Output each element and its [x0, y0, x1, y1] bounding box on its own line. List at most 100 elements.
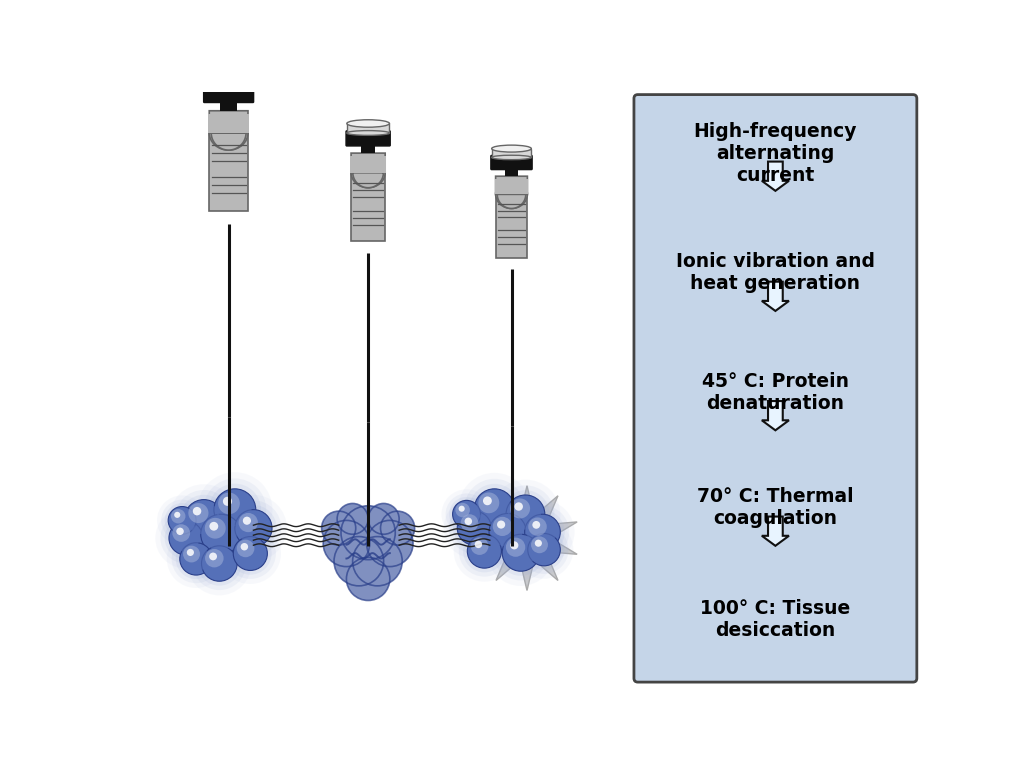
- Circle shape: [506, 538, 525, 557]
- Circle shape: [477, 491, 510, 525]
- Circle shape: [216, 491, 252, 526]
- Polygon shape: [762, 281, 789, 311]
- Circle shape: [479, 492, 499, 513]
- Circle shape: [470, 484, 520, 534]
- Circle shape: [532, 521, 540, 529]
- Ellipse shape: [205, 85, 253, 91]
- Circle shape: [525, 514, 561, 550]
- Polygon shape: [477, 486, 577, 591]
- Circle shape: [483, 497, 492, 505]
- Circle shape: [506, 495, 545, 534]
- Polygon shape: [762, 517, 789, 546]
- Circle shape: [192, 537, 247, 590]
- Circle shape: [335, 537, 384, 586]
- Circle shape: [165, 503, 199, 538]
- Circle shape: [381, 511, 414, 545]
- Circle shape: [176, 528, 184, 535]
- Bar: [209, 114, 249, 133]
- Circle shape: [510, 541, 519, 549]
- Polygon shape: [495, 176, 528, 208]
- Circle shape: [171, 509, 185, 524]
- Text: High-frequency
alternating
current: High-frequency alternating current: [694, 122, 857, 185]
- Bar: [504, 169, 519, 176]
- Circle shape: [214, 489, 256, 531]
- Circle shape: [223, 497, 232, 506]
- Circle shape: [210, 522, 218, 531]
- Circle shape: [504, 536, 536, 568]
- Circle shape: [524, 529, 565, 570]
- Circle shape: [464, 479, 525, 539]
- Circle shape: [474, 498, 541, 565]
- Circle shape: [201, 514, 241, 554]
- Circle shape: [516, 505, 569, 558]
- Circle shape: [469, 536, 498, 564]
- Ellipse shape: [347, 120, 390, 127]
- Circle shape: [535, 540, 542, 547]
- Bar: [350, 155, 386, 172]
- Circle shape: [366, 521, 413, 567]
- Circle shape: [480, 504, 535, 560]
- Circle shape: [157, 495, 208, 545]
- Circle shape: [489, 514, 526, 551]
- Circle shape: [353, 537, 402, 586]
- Circle shape: [220, 523, 281, 584]
- Circle shape: [496, 485, 554, 543]
- Circle shape: [170, 508, 193, 531]
- Circle shape: [463, 530, 505, 572]
- Polygon shape: [351, 153, 386, 188]
- Circle shape: [184, 500, 223, 538]
- Circle shape: [493, 517, 513, 536]
- FancyBboxPatch shape: [351, 172, 386, 241]
- FancyBboxPatch shape: [491, 155, 532, 170]
- Circle shape: [454, 501, 478, 525]
- FancyBboxPatch shape: [204, 85, 254, 102]
- Circle shape: [205, 549, 224, 568]
- Circle shape: [162, 500, 203, 541]
- Circle shape: [464, 518, 472, 525]
- Circle shape: [209, 553, 217, 561]
- Circle shape: [321, 511, 356, 545]
- Polygon shape: [210, 111, 248, 150]
- Circle shape: [242, 517, 251, 524]
- Circle shape: [233, 537, 267, 571]
- Ellipse shape: [347, 131, 390, 135]
- Bar: [221, 102, 236, 111]
- Circle shape: [458, 473, 531, 545]
- Circle shape: [186, 501, 219, 534]
- Circle shape: [338, 504, 368, 534]
- Circle shape: [502, 534, 539, 571]
- Circle shape: [202, 546, 237, 581]
- Circle shape: [236, 511, 268, 543]
- Circle shape: [230, 505, 276, 551]
- Circle shape: [180, 543, 213, 575]
- Circle shape: [220, 494, 286, 561]
- Circle shape: [452, 501, 481, 528]
- Circle shape: [218, 493, 239, 514]
- Circle shape: [183, 546, 199, 562]
- Circle shape: [203, 516, 237, 551]
- Circle shape: [235, 538, 264, 567]
- Circle shape: [491, 480, 561, 549]
- Circle shape: [508, 497, 541, 530]
- Bar: [492, 148, 531, 158]
- Bar: [495, 178, 528, 195]
- Circle shape: [172, 534, 221, 583]
- Circle shape: [509, 498, 530, 518]
- Circle shape: [460, 514, 479, 532]
- Circle shape: [446, 494, 488, 535]
- Ellipse shape: [492, 155, 531, 160]
- Circle shape: [497, 530, 544, 576]
- Circle shape: [225, 501, 281, 556]
- FancyBboxPatch shape: [210, 133, 248, 211]
- Circle shape: [455, 503, 470, 518]
- Circle shape: [181, 544, 209, 572]
- Circle shape: [205, 518, 226, 538]
- Polygon shape: [762, 401, 789, 431]
- Circle shape: [180, 494, 228, 543]
- Ellipse shape: [351, 157, 386, 188]
- Circle shape: [530, 535, 558, 563]
- Ellipse shape: [492, 145, 531, 152]
- FancyBboxPatch shape: [495, 195, 528, 258]
- Circle shape: [475, 541, 482, 548]
- Circle shape: [515, 502, 523, 511]
